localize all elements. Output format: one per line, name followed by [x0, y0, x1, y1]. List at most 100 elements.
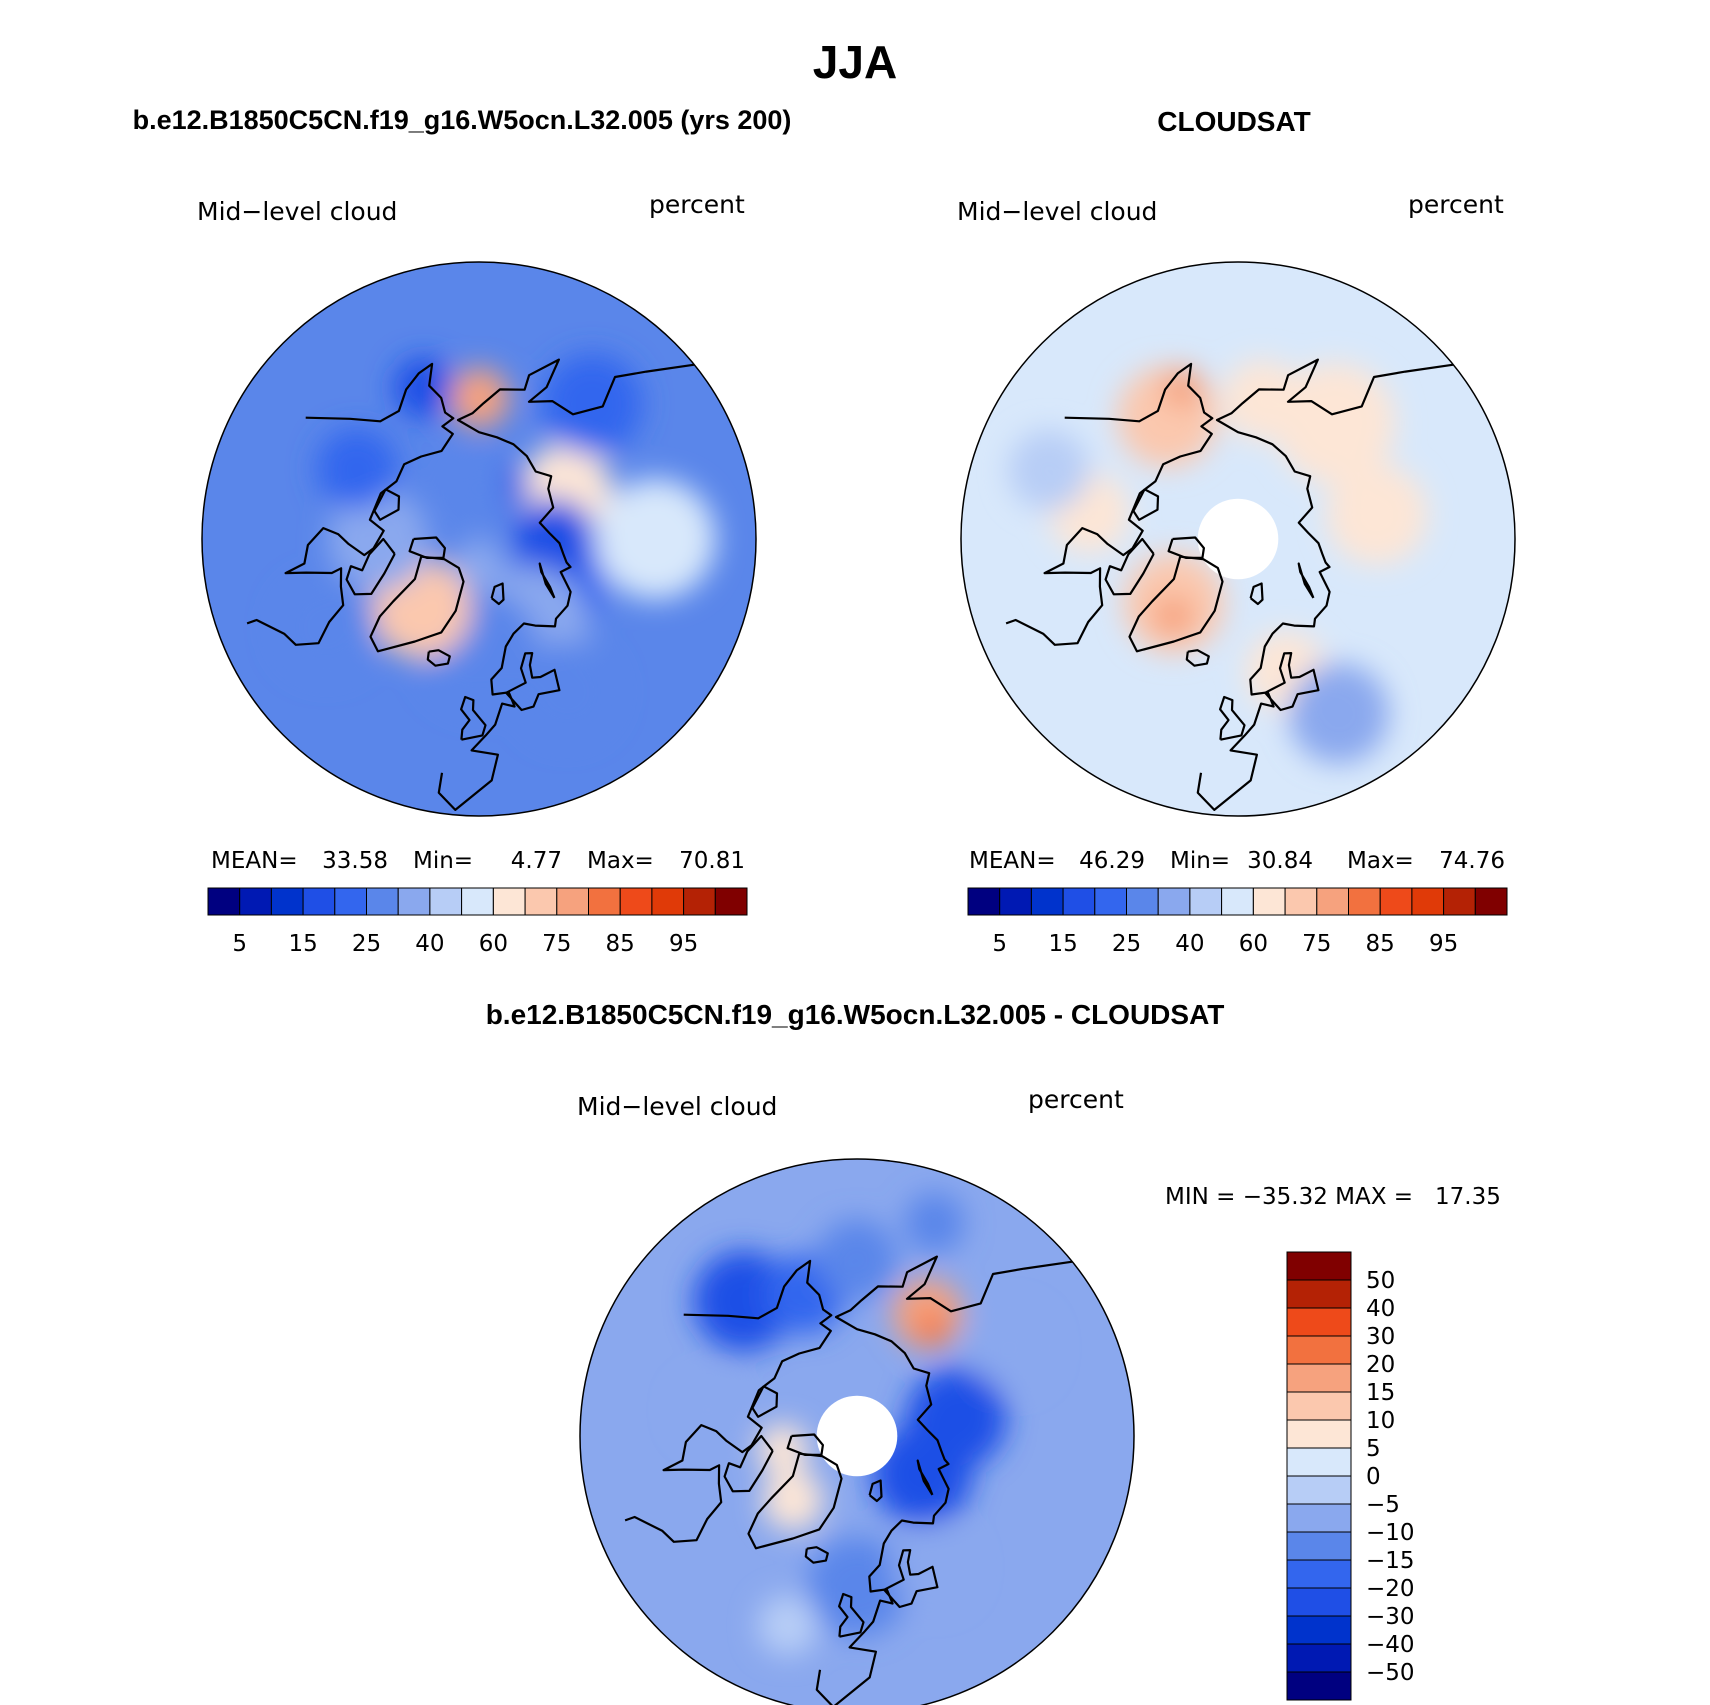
model-min-label: Min= [413, 848, 473, 874]
contour-fill-region [1008, 429, 1089, 511]
colorbar-box [1379, 887, 1413, 916]
panel-model: Mid−level cloud percent MEAN= 33.58 Min=… [197, 190, 757, 957]
colorbar-box [239, 887, 272, 916]
coastline-eurasia [1196, 358, 1454, 811]
colorbar-box [334, 887, 368, 916]
colorbar-tick-label: 5 [992, 931, 1007, 957]
contour-fill-region [762, 1469, 824, 1531]
colorbar-box [429, 887, 463, 916]
diff-polar-map [579, 1158, 1135, 1705]
coastline-greenland [747, 1452, 843, 1550]
coastline-ellesmere [1167, 536, 1205, 559]
colorbar-tick-label: −10 [1366, 1520, 1415, 1546]
contour-fill-region [393, 357, 455, 418]
colorbar-box [1286, 1279, 1352, 1309]
colorbar-tick-label: −20 [1366, 1576, 1415, 1602]
obs-stats: MEAN= 46.29 Min= 30.84 Max= 74.76 [969, 848, 1505, 874]
colorbar-tick-label: 95 [669, 931, 698, 957]
coastline-greenland [369, 555, 465, 653]
obs-colorbar: 5 15 25 40 60 75 85 95 [967, 887, 1508, 957]
coastline-iceland [804, 1546, 829, 1564]
coastline-novayaZemlya [538, 562, 556, 599]
coastline-britain [1219, 695, 1246, 741]
colorbar-box [651, 887, 685, 916]
coastline-novayaZemlya [1297, 562, 1315, 599]
coastline-norwayCape [1264, 652, 1320, 712]
colorbar-box [1411, 887, 1445, 916]
contour-fill-region [516, 641, 618, 743]
missing-data-region [816, 1395, 898, 1477]
obs-polar-map [960, 261, 1516, 817]
contour-fill-region [904, 1192, 965, 1254]
colorbar-tick-label: −50 [1366, 1660, 1415, 1686]
contour-fill-region [917, 1313, 948, 1344]
model-mean-value: 33.58 [322, 848, 388, 874]
coastline-svalbard [1249, 582, 1264, 606]
contour-fill-region [1274, 362, 1396, 484]
colorbar-tick-label: −40 [1366, 1632, 1415, 1658]
colorbar-box [714, 887, 748, 916]
colorbar-box [1252, 887, 1286, 916]
contour-fill-region [1326, 464, 1428, 565]
contour-fill-region [448, 458, 510, 519]
colorbar-box [967, 887, 1001, 916]
contour-fill-region [1153, 596, 1194, 637]
colorbar-box [1157, 887, 1191, 916]
colorbar-box [524, 887, 558, 916]
colorbar-box [1316, 887, 1350, 916]
coastline-norwayCape [505, 652, 561, 712]
colorbar-tick-label: 5 [1366, 1436, 1381, 1462]
coastline-novayaZemlya [916, 1459, 934, 1496]
colorbar-box [1286, 1419, 1352, 1449]
obs-max-value: 74.76 [1439, 848, 1505, 874]
colorbar-box [999, 887, 1032, 916]
diff-variable-label: Mid−level cloud [577, 1092, 777, 1121]
colorbar-tick-label: 25 [1112, 931, 1141, 957]
contour-fill-region [594, 478, 716, 600]
obs-title: CLOUDSAT [1157, 106, 1310, 137]
colorbar-box [1286, 1531, 1352, 1561]
coastline-northAmerica [1005, 362, 1214, 646]
colorbar-box [1286, 1643, 1352, 1673]
colorbar-box [207, 887, 241, 916]
colorbar-tick-label: 10 [1366, 1408, 1395, 1434]
obs-mean-label: MEAN= [969, 848, 1056, 874]
obs-min-label: Min= [1170, 848, 1230, 874]
colorbar-box [1474, 887, 1508, 916]
colorbar-tick-label: 75 [542, 931, 571, 957]
colorbar-tick-label: 40 [1366, 1296, 1395, 1322]
colorbar-box [1189, 887, 1223, 916]
colorbar-tick-label: 25 [352, 931, 381, 957]
colorbar-tick-label: 75 [1302, 931, 1331, 957]
coastline-victoria [751, 1385, 779, 1418]
coastline-victoria [373, 488, 401, 521]
coastline-ellesmere [786, 1433, 824, 1456]
colorbar-box [1286, 1587, 1352, 1617]
coastline-baffin [1104, 537, 1155, 596]
contour-fill-region [316, 428, 398, 509]
colorbar-box [619, 887, 653, 916]
colorbar-tick-label: −30 [1366, 1604, 1415, 1630]
model-polar-map [201, 261, 757, 817]
coastline-eurasia [437, 358, 695, 811]
contour-fill-region [453, 539, 505, 590]
colorbar-box [1286, 1615, 1352, 1645]
obs-mean-value: 46.29 [1079, 848, 1145, 874]
coastline-victoria [1132, 488, 1160, 521]
diff-stats: MIN = −35.32 MAX = 17.35 [1165, 1184, 1501, 1210]
diff-title: b.e12.B1850C5CN.f19_g16.W5ocn.L32.005 - … [486, 999, 1225, 1030]
colorbar-tick-label: 85 [1366, 931, 1395, 957]
coastline-baffin [345, 537, 396, 596]
map-border [201, 261, 757, 817]
colorbar-tick-label: 60 [1239, 931, 1268, 957]
coastline-britain [838, 1592, 865, 1638]
diff-units-label: percent [1028, 1085, 1124, 1114]
map-border [579, 1158, 1135, 1705]
model-colorbar: 5 15 25 40 60 75 85 95 [207, 887, 748, 957]
colorbar-box [1286, 1363, 1352, 1393]
coastline-ellesmere [408, 536, 446, 559]
colorbar-box [1286, 1251, 1352, 1281]
colorbar-tick-label: 15 [1048, 931, 1077, 957]
